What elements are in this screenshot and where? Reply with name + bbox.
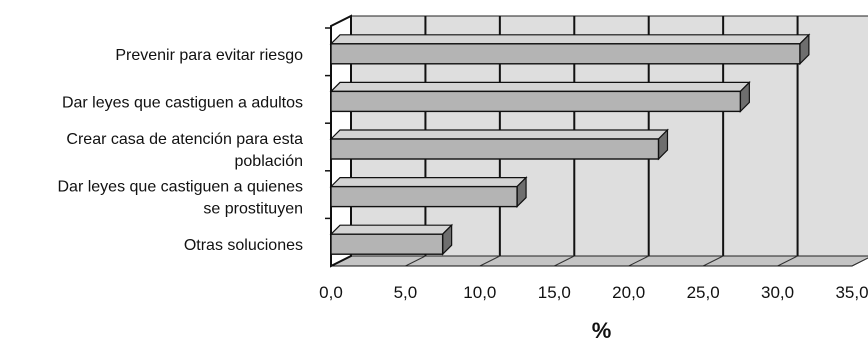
bar [325, 122, 669, 161]
bar [325, 27, 811, 66]
bar-top-face [329, 129, 669, 140]
category-labels: Prevenir para evitar riesgo Dar leyes que… [58, 47, 304, 254]
floor-gridline [554, 255, 575, 267]
x-tick-label: 0,0 [319, 283, 343, 302]
bar [325, 170, 528, 209]
bar-top-face [329, 34, 811, 45]
bar-front-face [330, 233, 444, 255]
bar-top-face [329, 177, 528, 188]
category-label: Dar leyes que castiguen a quienes se pros… [58, 179, 304, 218]
floor-gridline [777, 255, 798, 267]
x-tick-label: 30,0 [761, 283, 794, 302]
x-tick-label: 5,0 [394, 283, 418, 302]
x-tick-label: 15,0 [538, 283, 571, 302]
bar-front-face [330, 138, 660, 160]
bar-top-face [329, 81, 751, 93]
floor-gridline [405, 255, 426, 267]
floor-gridline [628, 255, 649, 267]
category-label: Crear casa de atención para esta població… [66, 131, 303, 170]
x-tick-labels: 0,0 5,0 10,0 15,0 20,0 25,0 30,0 35,0 [319, 283, 868, 302]
bar [325, 74, 751, 113]
floor-gridline [702, 255, 724, 267]
bar-front-face [330, 185, 518, 208]
bar-top-face [329, 224, 454, 235]
x-axis-title: % [592, 318, 612, 343]
x-tick-label: 10,0 [463, 283, 496, 302]
category-label: Prevenir para evitar riesgo [115, 47, 303, 64]
bar [325, 217, 454, 256]
x-tick-label: 20,0 [612, 283, 645, 302]
bar-front-face [330, 43, 801, 65]
category-label: Dar leyes que castiguen a adultos [62, 94, 303, 111]
floor-gridline [851, 257, 868, 267]
x-tick-label: 35,0 [835, 283, 868, 302]
category-label: Otras soluciones [184, 237, 303, 254]
x-tick-label: 25,0 [687, 283, 720, 302]
bar-front-face [330, 90, 742, 113]
bars [325, 27, 811, 256]
floor-gridline [479, 255, 501, 267]
